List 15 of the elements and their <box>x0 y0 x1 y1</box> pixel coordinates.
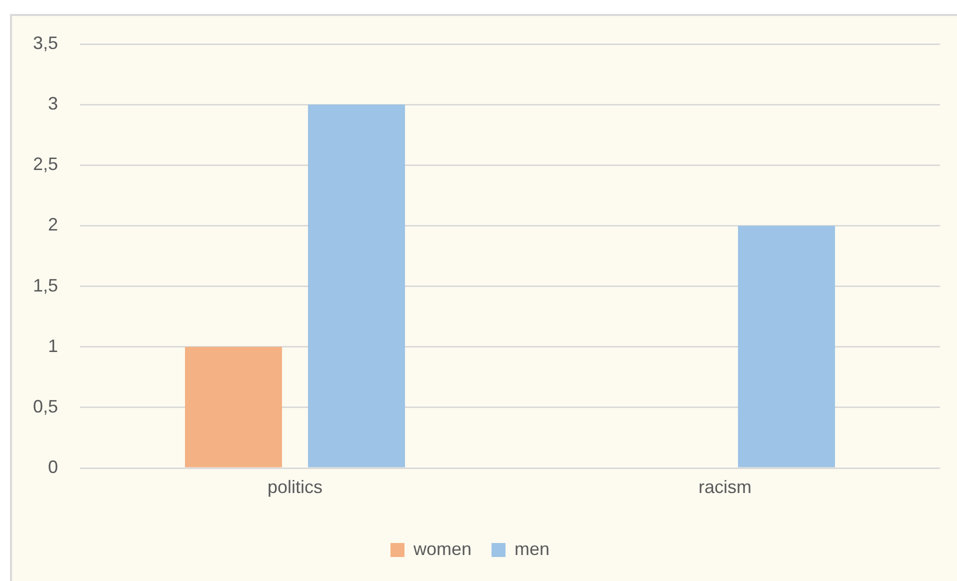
x-tick-label: politics <box>267 476 323 497</box>
legend-label: women <box>412 538 472 559</box>
y-tick-label: 0 <box>48 456 58 477</box>
y-tick-label: 3,5 <box>32 32 58 53</box>
bar <box>308 104 406 468</box>
y-tick-label: 0,5 <box>32 396 58 416</box>
y-tick-label: 1,5 <box>32 275 58 296</box>
y-tick-label: 3 <box>48 94 58 114</box>
bar <box>738 226 836 468</box>
bar <box>184 346 282 468</box>
legend-label: men <box>514 538 550 559</box>
y-tick-label: 2 <box>48 214 58 235</box>
y-tick-label: 1 <box>48 336 58 356</box>
x-tick-label: racism <box>698 476 752 497</box>
y-tick-label: 2,5 <box>32 154 58 174</box>
